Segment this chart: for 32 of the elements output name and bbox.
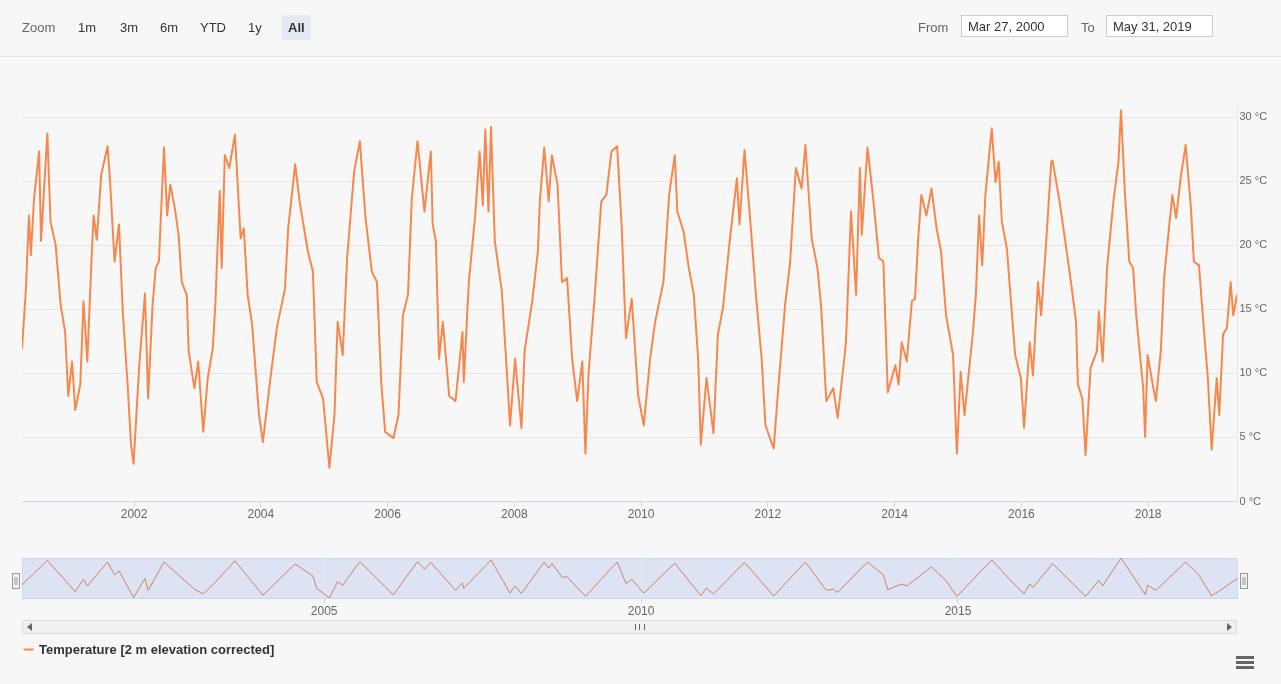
text: YTD: [199, 19, 227, 37]
text: To: [1081, 20, 1095, 35]
x-tick-label: 2016: [1008, 506, 1036, 521]
text: Zoom: [22, 20, 56, 35]
text: Mar 27, 2000: [961, 15, 1068, 37]
y-tick-label: 5 °C: [1239, 430, 1262, 443]
x-tick-label: 2012: [754, 506, 782, 521]
x-tick-label: 2014: [881, 506, 909, 521]
text: 3m: [119, 19, 140, 37]
x-tick-label: 2005: [310, 603, 338, 618]
text: All: [282, 15, 311, 40]
line-series: [22, 109, 1237, 469]
x-tick-label: 2006: [374, 506, 402, 521]
text: May 31, 2019: [1106, 15, 1213, 37]
text: 6m: [159, 19, 180, 37]
y-tick-label: 30 °C: [1239, 110, 1268, 123]
legend-label: Temperature [2 m elevation corrected]: [39, 641, 275, 657]
x-tick-label: 2015: [944, 603, 972, 618]
x-tick-label: 2010: [627, 506, 655, 521]
x-tick-label: 2002: [120, 506, 148, 521]
text: From: [918, 20, 949, 35]
x-tick-label: 2004: [247, 506, 275, 521]
x-tick-label: 2008: [500, 506, 528, 521]
text: 1y: [247, 19, 263, 37]
y-tick-label: 0 °C: [1239, 494, 1262, 507]
y-tick-label: 25 °C: [1239, 174, 1268, 187]
x-tick-label: 2010: [627, 603, 655, 618]
x-tick-label: 2018: [1134, 506, 1162, 521]
text: 1m: [77, 19, 98, 37]
y-tick-label: 10 °C: [1239, 366, 1268, 379]
y-tick-label: 20 °C: [1239, 238, 1268, 251]
y-tick-label: 15 °C: [1239, 302, 1268, 315]
